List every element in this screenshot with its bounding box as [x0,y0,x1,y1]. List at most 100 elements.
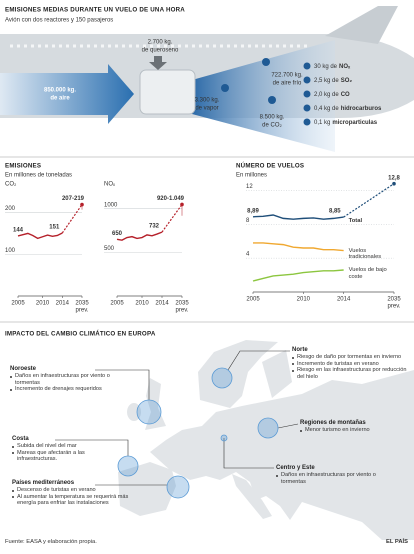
region-item: Menor turismo en invierno [300,427,410,433]
emission-gas: CO [341,92,350,98]
x-tick-label: 2010 [297,297,311,303]
region-name: Centro y Este [276,465,315,471]
x-tick-label: 2014 [337,297,351,303]
region: Costa Subida del nivel del mar Mareas que … [12,436,124,463]
x-tick-label: 2010 [135,301,149,307]
region-item: Riesgo en las infraestructuras por reduc… [292,367,410,380]
plane-label: de vapor [195,106,218,112]
value-label: 8,89 [247,208,259,214]
subtitle: Avión con dos reactores y 150 pasajeros [5,18,113,24]
projection-line [343,183,395,218]
series-line [252,214,344,220]
x-tick-label: 2035 [75,301,89,307]
section-title: EMISIONES [5,163,41,170]
x-note: prev. [76,308,89,314]
emission-amount: 0,4 kg de [314,106,339,112]
leader-line [227,350,290,371]
tail [325,6,398,44]
region-name: Noroeste [10,366,37,372]
region: Noroeste Daños en infraestructuras por vi… [10,366,128,393]
value-label: 151 [49,225,60,231]
y-tick-label: 500 [104,246,115,252]
emission-label: 30 kg de NOₓ [314,64,351,70]
emission-amount: 2,5 kg de [314,78,339,84]
region-name: Costa [12,436,29,442]
region-marker [211,367,233,389]
source: Fuente: EASA y elaboración propia. [5,539,97,545]
projection-label: 207-219 [62,196,85,202]
x-tick-label: 2010 [36,301,50,307]
dot [303,76,311,84]
leader-line [55,439,129,456]
projection-line [61,204,83,234]
dot [303,118,311,126]
region: Países mediterráneos Descenso de turistas… [12,480,137,507]
emission-label: 2,0 kg de CO [314,92,350,98]
value-label: 650 [112,231,123,237]
region-list: Daños en infraestructuras por viento o t… [10,373,128,392]
region-marker [220,434,228,442]
section-subtitle: En millones [236,173,267,179]
x-tick-label: 2035 [175,301,189,307]
plane-label: de aire [50,96,70,102]
x-tick-label: 2005 [246,297,260,303]
leader-line [95,369,150,400]
plane-label: 850.000 kg. [44,88,76,94]
projection-label: 920-1.049 [157,196,185,202]
projection-dot [392,181,396,186]
y-axis-label: NOₓ [104,182,115,188]
plane-label: de queroseno [142,48,179,54]
projection-label: 12,8 [388,175,400,181]
region-marker [136,399,162,425]
section-subtitle: En millones de toneladas [5,173,72,179]
projection-line [161,204,183,233]
plane-label: de CO₂ [262,123,282,129]
fuel-arrow [149,56,167,70]
region-item: Daños en infraestructuras por viento o t… [276,472,401,485]
y-tick-label: 100 [5,248,16,254]
y-tick-label: 200 [5,206,16,212]
y-tick-label: 4 [246,252,250,258]
x-tick-label: 2014 [56,301,70,307]
region-item: Incremento de turistas en verano [292,361,410,367]
region-marker [166,475,190,499]
emission-amount: 2,0 kg de [314,92,339,98]
region-item: Subida del nivel del mar [12,443,124,449]
region-item: Al aumentar la temperatura se requerirá … [12,494,137,507]
emission-label: 2,5 kg de SO₂ [314,78,352,84]
dot [262,58,270,66]
x-note: prev. [176,308,189,314]
series-name: Total [348,218,363,225]
x-tick-label: 2035 [387,297,401,303]
region-list: Subida del nivel del mar Mareas que afect… [12,443,124,462]
region-item: Descenso de turistas en verano [12,487,137,493]
emission-gas: hidrocarburos [341,106,382,112]
series-line [17,232,63,240]
region-list: Riesgo de daño por tormentas en invierno… [292,354,410,380]
dot [303,62,311,70]
plane-label: 8.500 kg. [260,115,285,121]
section-title: NÚMERO DE VUELOS [236,163,304,170]
air-arrow [0,64,134,124]
dot [221,84,229,92]
region-name: Regiones de montañas [300,420,366,426]
series-line [253,242,344,252]
region-list: Daños en infraestructuras por viento o t… [276,472,401,485]
title: EMISIONES MEDIAS DURANTE UN VUELO DE UNA… [5,7,185,14]
value-label: 8,85 [329,209,341,215]
region: Centro y Este Daños en infraestructuras p… [276,465,401,485]
value-label: 144 [13,227,24,233]
exhaust-cone [192,40,335,152]
plane-label: 3.300 kg. [195,98,220,104]
x-tick-label: 2014 [155,301,169,307]
region-list: Menor turismo en invierno [300,427,410,433]
y-tick-label: 1000 [104,202,118,208]
series-line [252,269,344,282]
y-axis-label: CO₂ [5,182,17,188]
engine [139,69,196,115]
brand: EL PAÍS [385,539,408,545]
plane-label: 722.700 kg. [271,73,303,79]
region-item: Incremento de drenajes requeridos [10,386,128,392]
